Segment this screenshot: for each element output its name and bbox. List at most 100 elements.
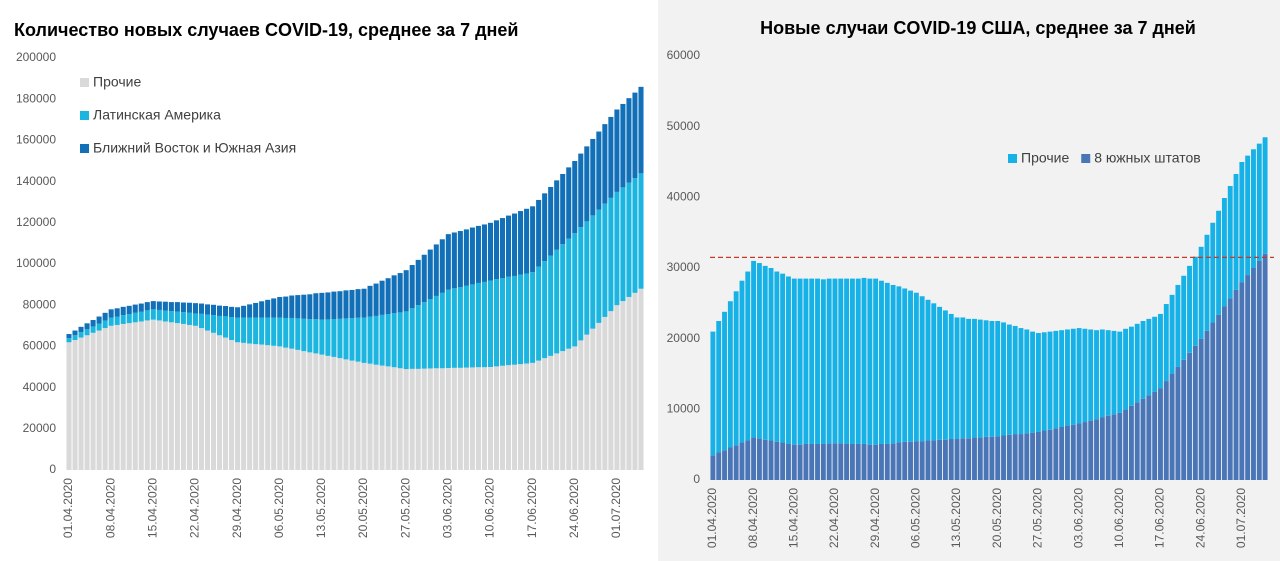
bar-segment	[1117, 412, 1123, 480]
bar-segment	[463, 285, 469, 368]
bar-segment	[1239, 162, 1245, 283]
x-tick-label: 01.04.2020	[705, 488, 719, 548]
bar-segment	[1245, 275, 1251, 480]
bar-segment	[861, 443, 867, 480]
bar-segment	[313, 293, 319, 320]
bar-segment	[518, 211, 524, 275]
bar-segment	[1094, 419, 1099, 480]
bar-segment	[223, 316, 229, 338]
bar-segment	[879, 280, 884, 444]
bar-segment	[433, 295, 439, 369]
bar-segment	[1152, 316, 1158, 392]
bar-segment	[908, 290, 913, 442]
bar-segment	[602, 316, 608, 470]
bar-segment	[977, 437, 983, 480]
bar-segment	[942, 310, 948, 440]
bar-segment	[614, 191, 620, 306]
bar-segment	[96, 316, 102, 324]
bar-segment	[355, 317, 361, 362]
y-tick-label: 20000	[667, 331, 701, 345]
bar-segment	[542, 261, 548, 359]
bar-segment	[768, 440, 774, 480]
bar-segment	[1198, 338, 1204, 480]
y-tick-label: 0	[693, 472, 700, 486]
x-tick-label: 20.05.2020	[356, 478, 370, 538]
bar-segment	[1035, 431, 1041, 480]
bar-segment	[204, 304, 211, 315]
bar-segment	[138, 321, 144, 470]
y-tick-label: 80000	[23, 297, 57, 311]
bar-segment	[954, 439, 960, 480]
x-tick-label: 29.04.2020	[230, 478, 244, 538]
bar-segment	[132, 304, 138, 313]
bar-segment	[391, 313, 397, 368]
bar-segment	[403, 270, 409, 312]
bar-segment	[343, 290, 349, 319]
bar-segment	[762, 439, 768, 480]
bar-segment	[632, 92, 638, 179]
bar-segment	[451, 232, 457, 289]
bar-segment	[162, 321, 168, 470]
bar-segment	[855, 443, 861, 480]
bar-segment	[229, 306, 235, 318]
bar-segment	[937, 439, 943, 480]
bar-segment	[844, 278, 850, 444]
bar-segment	[1111, 414, 1117, 480]
bar-segment	[873, 444, 879, 480]
bar-segment	[319, 292, 325, 320]
bar-segment	[1088, 420, 1094, 480]
bar-segment	[385, 314, 391, 367]
bar-segment	[253, 317, 259, 345]
bar-segment	[919, 296, 925, 442]
bar-segment	[265, 299, 271, 318]
bar-segment	[786, 443, 791, 480]
bar-segment	[198, 328, 204, 470]
bar-segment	[548, 186, 554, 256]
bar-segment	[884, 282, 890, 444]
x-tick-label: 15.04.2020	[786, 488, 800, 548]
bar-segment	[1105, 415, 1111, 480]
bar-segment	[803, 443, 809, 480]
bar-segment	[1041, 332, 1047, 431]
bar-segment	[235, 317, 241, 343]
bar-segment	[536, 199, 542, 267]
bar-segment	[463, 367, 469, 470]
bar-segment	[361, 288, 367, 318]
bar-segment	[168, 311, 174, 323]
bar-segment	[1233, 174, 1239, 290]
bar-segment	[1192, 345, 1198, 480]
bar-segment	[180, 312, 186, 324]
y-tick-label: 10000	[667, 402, 701, 416]
bar-segment	[884, 443, 890, 480]
bar-segment	[186, 312, 192, 325]
bar-segment	[277, 346, 283, 470]
bar-segment	[313, 353, 319, 470]
bar-segment	[379, 365, 385, 470]
bar-segment	[727, 447, 733, 480]
bar-segment	[126, 305, 132, 315]
bar-segment	[475, 367, 481, 470]
bar-segment	[457, 367, 463, 470]
bar-segment	[325, 292, 331, 320]
bar-segment	[301, 294, 307, 319]
bar-segment	[415, 368, 421, 470]
bar-segment	[439, 239, 445, 293]
bar-segment	[126, 314, 132, 324]
bar-segment	[397, 312, 403, 369]
bar-segment	[223, 337, 229, 470]
bar-segment	[1256, 260, 1262, 480]
bar-segment	[247, 304, 253, 318]
bar-segment	[235, 342, 241, 470]
bar-segment	[415, 259, 421, 306]
legend-swatch	[80, 78, 89, 87]
bar-segment	[1012, 434, 1018, 480]
bar-segment	[584, 146, 590, 222]
bar-segment	[1024, 433, 1030, 480]
bar-segment	[144, 320, 150, 470]
bar-segment	[542, 358, 548, 470]
bar-segment	[756, 263, 762, 439]
bar-segment	[716, 321, 722, 453]
bar-segment	[620, 103, 626, 188]
bar-segment	[632, 178, 638, 293]
bar-segment	[301, 318, 307, 352]
